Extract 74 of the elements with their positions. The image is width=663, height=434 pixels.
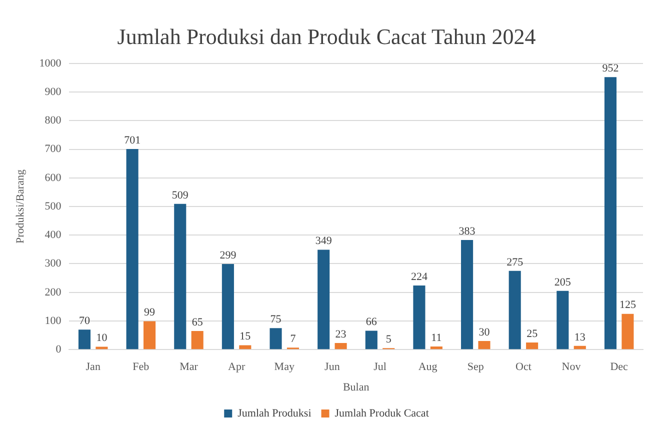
bar: [556, 290, 569, 350]
bar: [478, 341, 490, 350]
data-label: 23: [335, 328, 347, 340]
bar: [334, 343, 347, 350]
data-label: 299: [220, 249, 237, 262]
bar: [622, 314, 634, 350]
legend-label: Jumlah Produk Cacat: [334, 407, 429, 420]
data-label: 25: [526, 328, 538, 340]
bar: [526, 342, 538, 350]
x-tick-label: Aug: [418, 361, 438, 374]
bar: [96, 346, 108, 350]
data-label: 205: [554, 276, 572, 288]
data-label: 65: [192, 316, 204, 328]
y-tick-label: 900: [44, 86, 62, 98]
data-label: 10: [96, 332, 108, 344]
bar: [318, 250, 330, 350]
bar: [174, 204, 186, 350]
x-tick-label: Jan: [86, 361, 101, 374]
bar: [508, 270, 521, 350]
y-tick-label: 300: [44, 258, 62, 270]
bar: [126, 148, 138, 350]
data-label: 70: [79, 314, 90, 327]
bar: [239, 345, 252, 350]
y-tick-label: 800: [44, 114, 62, 127]
bar: [365, 330, 378, 350]
bar: [78, 330, 91, 350]
chart-title: Jumlah Produksi dan Produk Cacat Tahun 2024: [117, 24, 536, 49]
x-tick-label: Apr: [228, 361, 246, 374]
data-label: 13: [574, 331, 586, 344]
bar: [604, 77, 617, 350]
y-tick-label: 700: [44, 143, 62, 156]
data-label: 99: [144, 306, 156, 319]
y-tick-label: 100: [44, 314, 62, 327]
y-axis-title: Produksi/Barang: [14, 169, 26, 244]
data-label: 15: [240, 330, 252, 343]
data-label: 952: [602, 62, 619, 75]
data-label: 701: [124, 134, 141, 146]
bar: [413, 285, 426, 350]
x-tick-label: Dec: [610, 361, 628, 374]
x-tick-label: Jun: [324, 361, 340, 374]
y-tick-label: 0: [56, 343, 62, 356]
data-label: 66: [366, 316, 378, 328]
legend-label: Jumlah Produksi: [238, 407, 312, 420]
y-tick-label: 200: [44, 286, 62, 298]
bar: [144, 321, 156, 350]
data-label: 7: [290, 332, 296, 345]
x-tick-label: Jul: [374, 361, 386, 374]
bar: [461, 240, 474, 350]
x-tick-label: Nov: [562, 361, 582, 374]
data-label: 11: [431, 332, 442, 344]
x-tick-label: Mar: [180, 361, 198, 374]
y-tick-label: 400: [44, 229, 62, 242]
x-tick-label: Oct: [516, 361, 532, 374]
bar: [430, 346, 442, 350]
x-tick-label: Sep: [467, 361, 484, 374]
data-label: 30: [478, 326, 490, 338]
y-tick-label: 500: [44, 200, 62, 212]
data-label: 349: [315, 235, 332, 248]
y-tick-label: 600: [44, 172, 62, 184]
y-tick-label: 1000: [39, 57, 62, 70]
data-label: 383: [458, 225, 476, 238]
bar: [191, 330, 204, 350]
data-label: 275: [506, 256, 524, 268]
bar: [270, 328, 282, 350]
data-label: 509: [172, 189, 189, 202]
data-label: 125: [619, 299, 636, 312]
x-tick-label: May: [274, 361, 295, 374]
data-label: 224: [410, 270, 428, 283]
x-tick-label: Feb: [132, 361, 150, 374]
data-label: 75: [270, 314, 282, 326]
x-axis-title: Bulan: [342, 381, 370, 394]
bar: [574, 346, 586, 350]
bar: [222, 264, 234, 350]
data-label: 5: [386, 334, 392, 346]
